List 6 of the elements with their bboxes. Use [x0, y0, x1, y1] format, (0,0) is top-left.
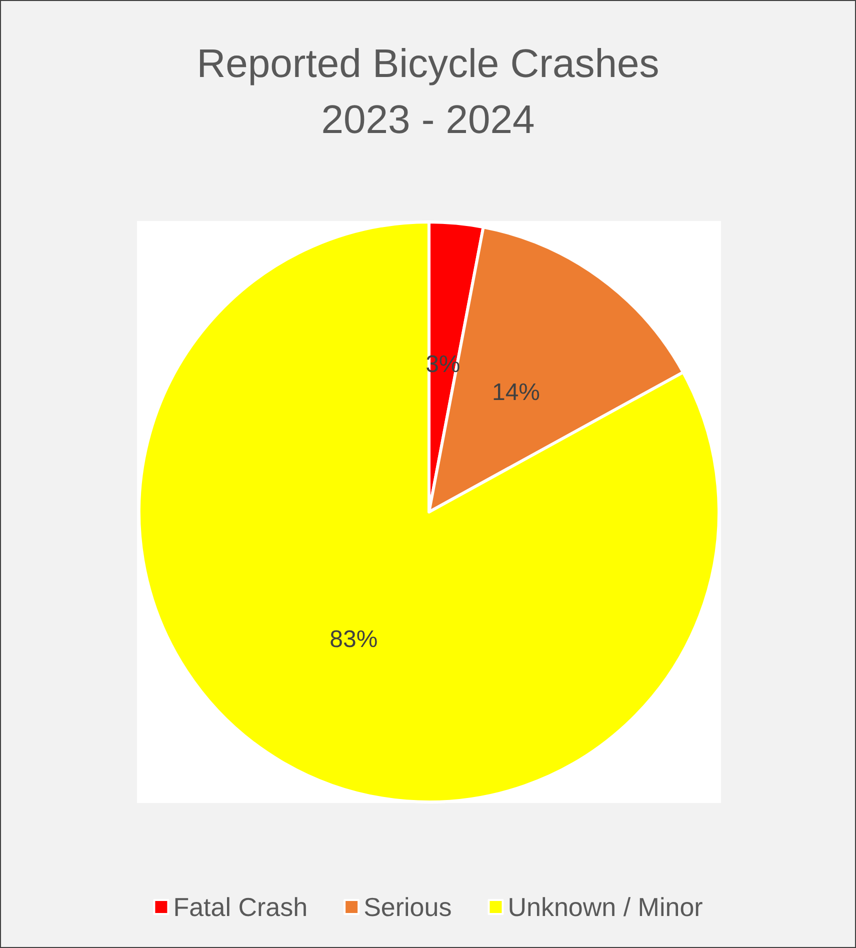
legend-label: Unknown / Minor	[508, 892, 704, 922]
data-label: 14%	[492, 378, 540, 406]
legend-label: Serious	[364, 892, 452, 922]
legend-label: Fatal Crash	[173, 892, 308, 922]
chart-title: Reported Bicycle Crashes 2023 - 2024	[196, 42, 660, 142]
data-label: 83%	[330, 626, 378, 653]
